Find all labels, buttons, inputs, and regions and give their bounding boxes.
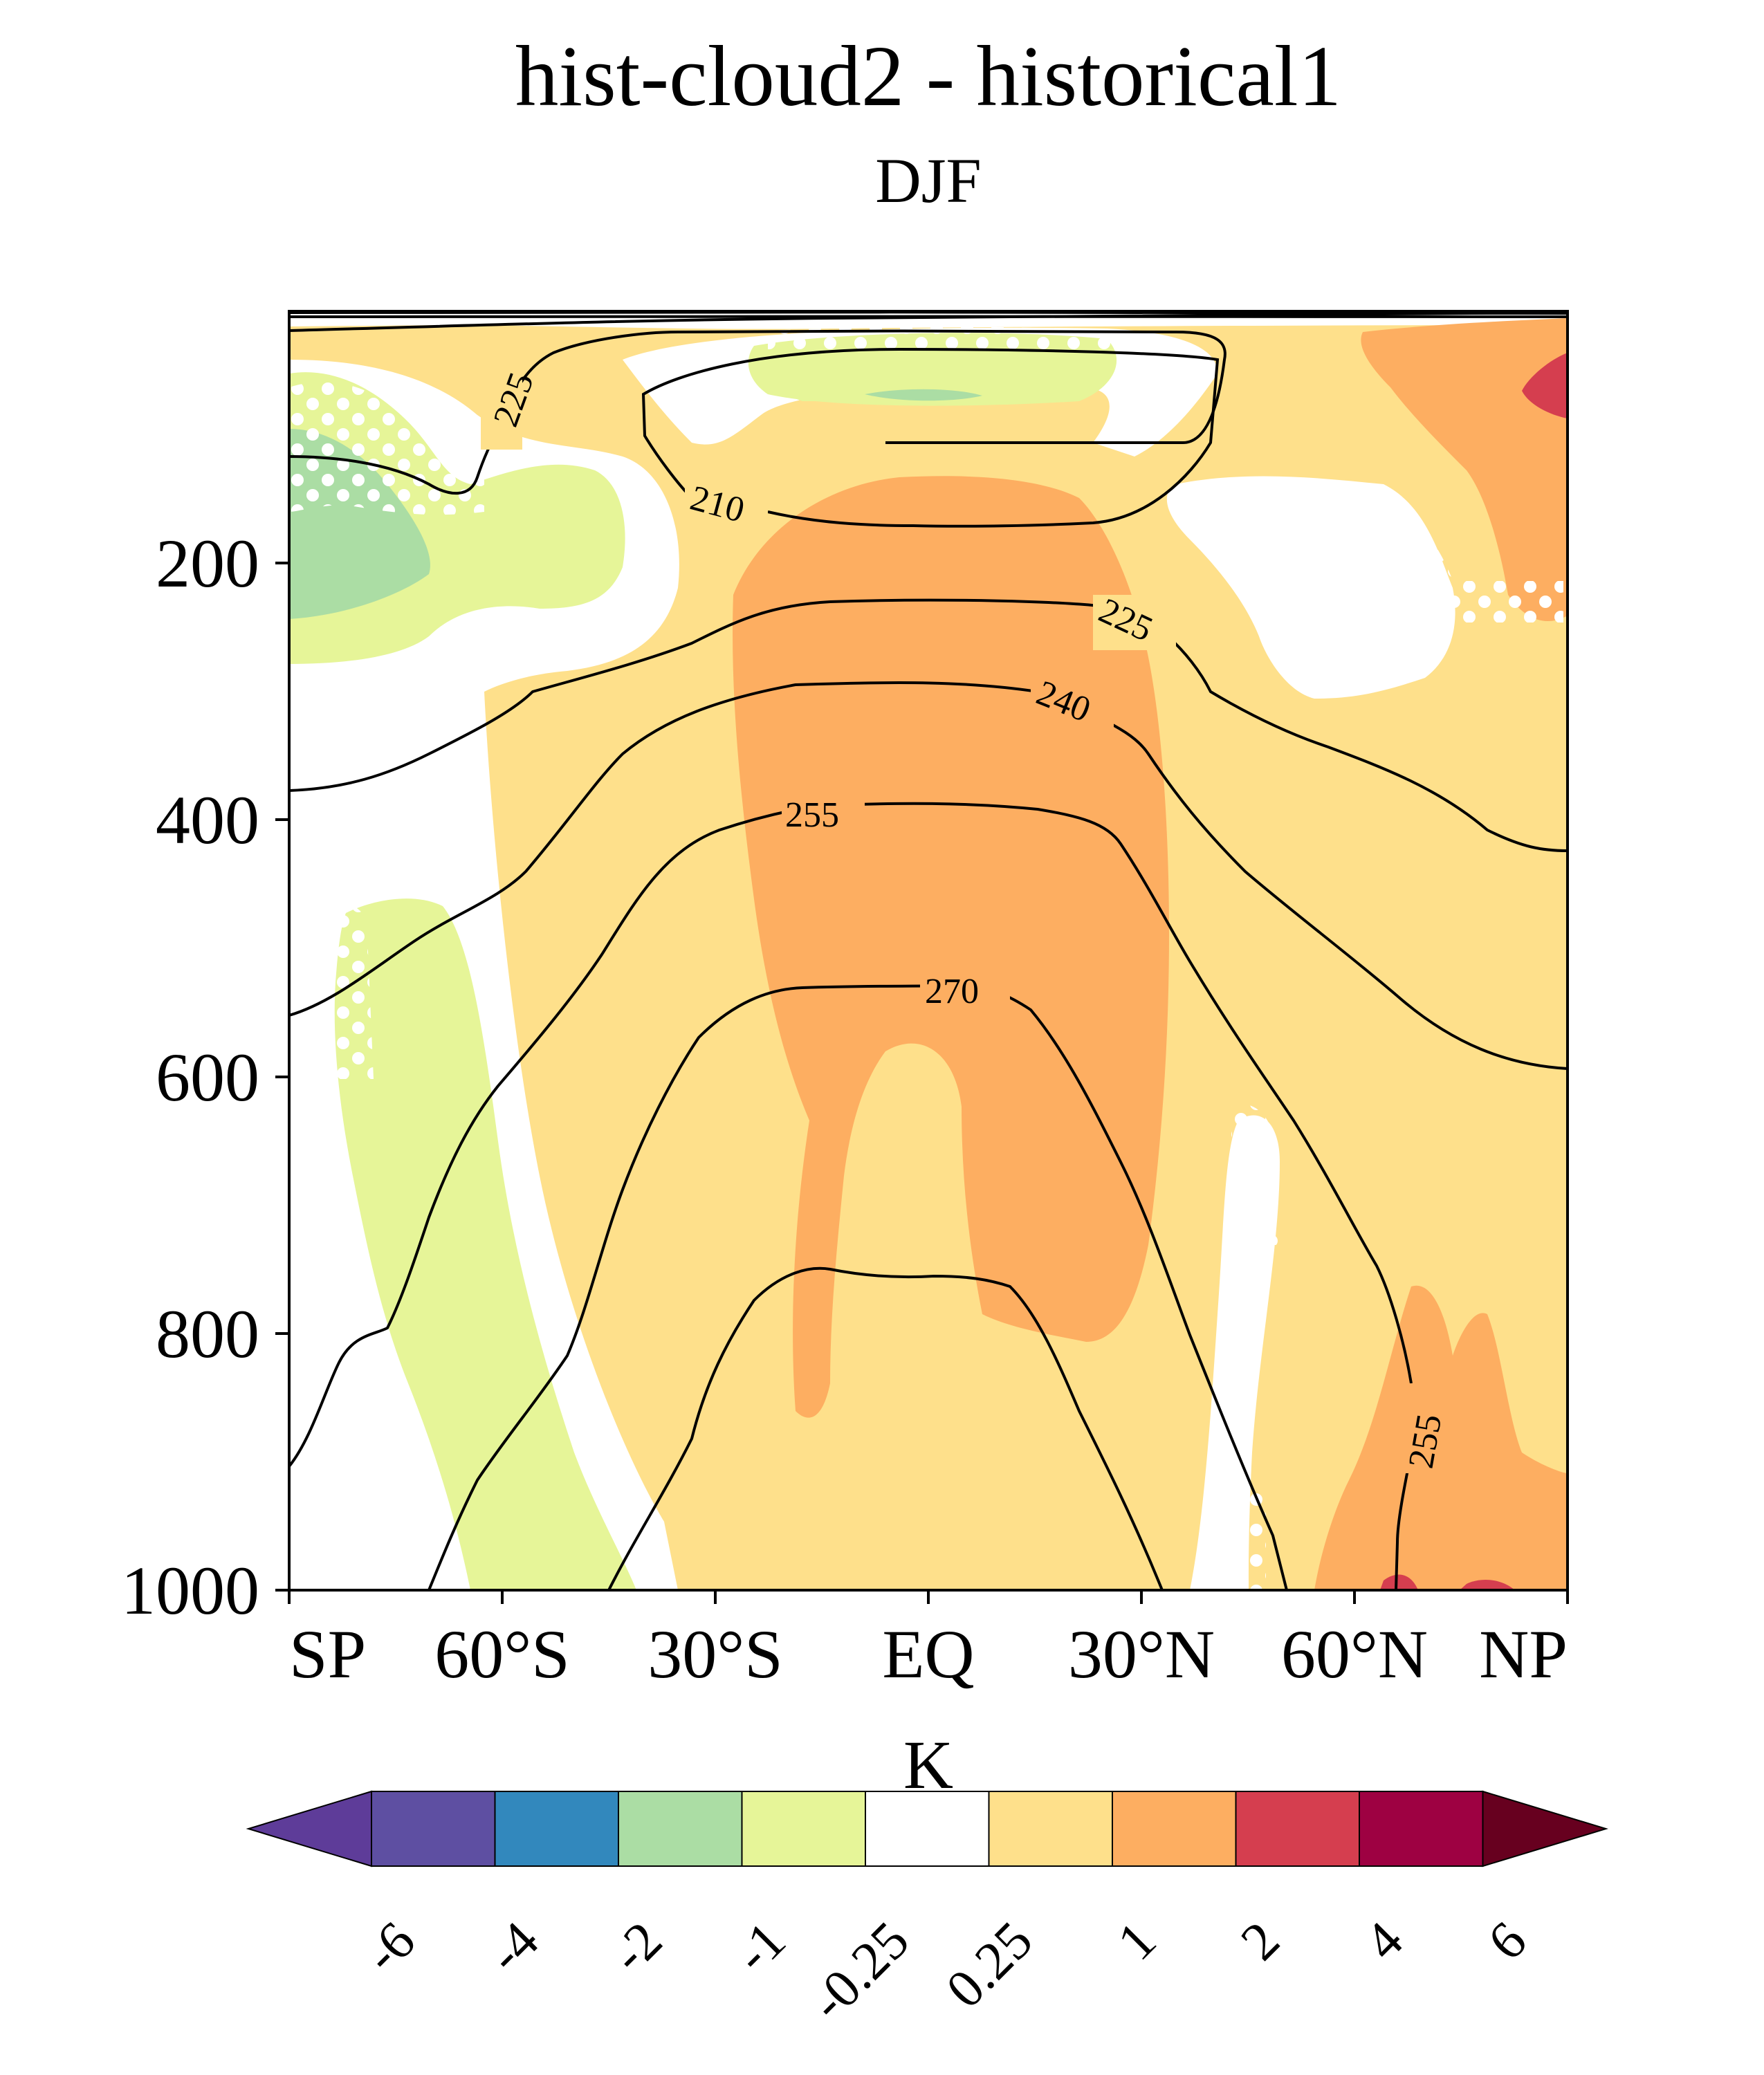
chart-subtitle: DJF [875,145,981,216]
x-tick-label: 60°N [1281,1616,1428,1693]
colorbar-tick-label: -0.25 [798,1910,920,2031]
fill-red-np-upper [1522,353,1568,418]
contour-line-270 [428,984,1288,1590]
colorbar-swatch [1112,1791,1237,1867]
x-tick-label: 60°S [434,1616,570,1693]
contour-label: 255 [1402,1411,1450,1471]
y-tick-label: 800 [156,1295,259,1372]
chart-title: hist-cloud2 - historical1 [515,29,1341,124]
colorbar-swatch [618,1791,743,1867]
colorbar-ticks: -6 -4 -2 -1 -0.25 0.25 1 2 4 6 [352,1910,1538,2031]
contour-lines [289,311,1568,1590]
contour-label: 270 [925,972,979,1011]
colorbar-swatch [494,1791,619,1867]
y-tick-label: 400 [156,782,259,858]
fill-red-np-surface [1380,1574,1418,1590]
stipple-sh-surface [297,1353,339,1590]
fill-orange-np-upper [1361,318,1568,622]
stipple-nh-upper [1418,519,1563,622]
x-tick-label: SP [289,1616,366,1693]
x-tick-label: NP [1479,1616,1568,1693]
contour-line-210 [641,347,1220,528]
fill-white-region-nh-upper [1166,476,1455,699]
y-tick-label: 600 [156,1039,259,1116]
colorbar-tick-label: 0.25 [935,1910,1044,2019]
colorbar-tick-label: -6 [352,1910,426,1984]
contour-line-225-sh [289,329,1226,495]
colorbar-extend-low [246,1790,372,1868]
filled-contours [289,311,1568,1590]
x-tick-label: 30°S [647,1616,783,1693]
colorbar-swatch [371,1791,496,1867]
colorbar-swatch [741,1791,866,1867]
fill-lightgreen-top-center-band [761,355,1107,401]
colorbar-extend-high [1482,1790,1608,1868]
colorbar-tick-label: 1 [1105,1910,1167,1971]
colorbar [246,1790,1608,1868]
fill-red-np-surface-2 [1460,1579,1515,1590]
y-tick-label: 200 [156,525,259,602]
stipple-nh-lower [1231,1104,1280,1245]
fill-green-top-center [865,389,982,401]
stipple-sh-upper [289,382,484,515]
contour-line-240 [289,681,1568,1070]
colorbar-swatch [1359,1791,1484,1867]
x-tick-label: EQ [882,1616,974,1693]
colorbar-tick-label: 2 [1229,1910,1291,1971]
stipple-sh-mid [325,903,374,1079]
fill-orange-np-lower [1314,1285,1568,1590]
colorbar-tick-label: 4 [1352,1910,1414,1971]
colorbar-label: K [903,1726,953,1803]
contour-label: 255 [785,795,839,835]
y-axis: 200 400 600 800 1000 [121,525,289,1629]
contour-line-top-3 [289,311,1568,332]
contour-line-285 [607,1266,1164,1590]
x-tick-label: 30°N [1068,1616,1215,1693]
colorbar-tick-label: -1 [722,1910,796,1984]
colorbar-swatch [865,1791,990,1867]
colorbar-swatch [988,1791,1113,1867]
colorbar-swatch [1235,1791,1360,1867]
colorbar-tick-label: -2 [599,1910,673,1984]
colorbar-tick-label: 6 [1476,1910,1538,1971]
stipple-nh-lower-2 [1238,1487,1266,1590]
fill-lightgreen-sh-lower [334,898,636,1590]
colorbar-tick-label: -4 [475,1910,549,1984]
contour-line-225-main [289,598,1568,852]
x-axis: SP 60°S 30°S EQ 30°N 60°N NP [288,1590,1569,1693]
y-tick-label: 1000 [121,1552,259,1629]
